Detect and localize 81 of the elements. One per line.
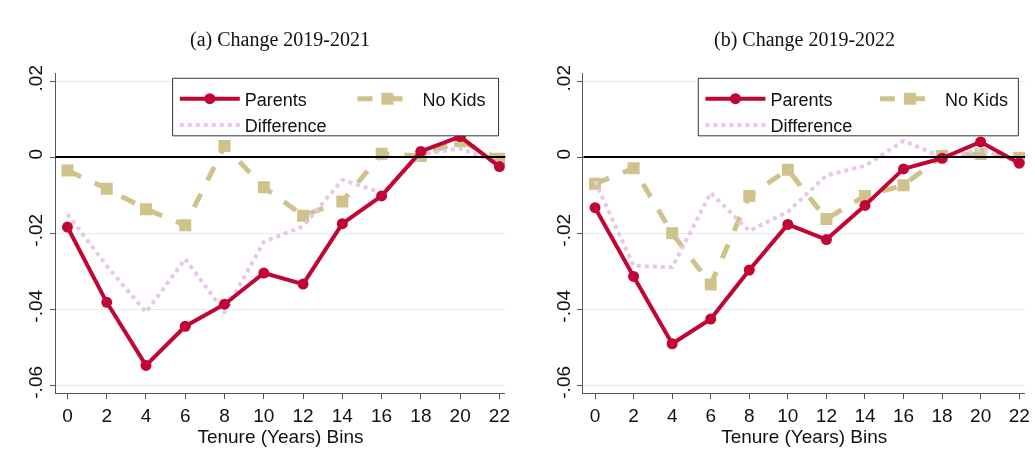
point <box>139 203 152 216</box>
point <box>666 227 679 240</box>
y-tick-label: -.06 <box>25 365 47 399</box>
y-tick-label: .02 <box>552 65 574 92</box>
legend-label: Parents <box>770 89 833 110</box>
x-tick-label: 12 <box>815 404 837 426</box>
y-tick-label: -.02 <box>552 213 574 247</box>
point <box>297 278 309 290</box>
point <box>627 162 640 175</box>
y-tick-label: .02 <box>25 65 47 92</box>
point <box>898 163 910 175</box>
y-tick-label: -.04 <box>552 289 574 323</box>
y-tick-label: -.04 <box>25 289 47 323</box>
x-axis-title: Tenure (Years) Bins <box>721 425 888 447</box>
x-tick-label: 20 <box>970 404 992 426</box>
point <box>297 209 310 222</box>
x-axis-title: Tenure (Years) Bins <box>197 425 364 447</box>
point <box>415 145 427 157</box>
y-tick-label: -.02 <box>25 213 47 247</box>
point <box>897 179 910 192</box>
point <box>218 140 231 153</box>
point <box>975 136 987 148</box>
legend-label: Difference <box>770 116 853 137</box>
point <box>100 182 113 195</box>
point <box>1013 157 1025 169</box>
chart-title: (b) Change 2019-2022 <box>714 28 896 51</box>
point <box>257 181 270 194</box>
point <box>179 219 192 232</box>
legend-label: Difference <box>244 116 327 137</box>
point <box>101 296 113 308</box>
x-tick-label: 8 <box>219 404 230 426</box>
point <box>219 298 231 310</box>
point <box>61 164 74 177</box>
point <box>705 313 717 325</box>
point <box>704 278 717 291</box>
x-tick-label: 6 <box>705 404 717 426</box>
chart-title: (a) Change 2019-2021 <box>190 28 370 51</box>
x-tick-label: 22 <box>1008 404 1030 426</box>
point <box>820 234 832 246</box>
y-tick-label: 0 <box>25 148 47 160</box>
x-tick-label: 4 <box>666 404 678 426</box>
y-tick-label: -.06 <box>552 365 574 399</box>
x-tick-label: 4 <box>140 404 152 426</box>
x-tick-label: 0 <box>62 404 73 426</box>
legend-label: No Kids <box>944 89 1008 110</box>
x-tick-label: 10 <box>777 404 799 426</box>
x-tick-label: 22 <box>488 404 510 426</box>
point <box>628 270 640 282</box>
x-tick-label: 18 <box>931 404 953 426</box>
point <box>140 359 152 371</box>
point <box>781 163 794 176</box>
point <box>743 264 755 276</box>
point <box>336 195 349 208</box>
point <box>743 189 756 202</box>
point <box>859 199 871 211</box>
point <box>61 221 73 233</box>
x-tick-label: 16 <box>371 404 393 426</box>
x-tick-label: 0 <box>589 404 601 426</box>
point <box>258 267 270 279</box>
point <box>493 161 505 173</box>
point <box>376 190 388 202</box>
legend-label: Parents <box>244 89 307 110</box>
point <box>666 338 678 350</box>
x-tick-label: 2 <box>101 404 113 426</box>
x-tick-label: 6 <box>179 404 191 426</box>
x-tick-label: 10 <box>253 404 275 426</box>
point <box>336 218 348 230</box>
point <box>179 320 191 332</box>
x-tick-label: 14 <box>331 404 354 426</box>
x-tick-label: 2 <box>628 404 639 426</box>
x-tick-label: 16 <box>892 404 915 426</box>
point <box>782 218 794 230</box>
y-tick-label: 0 <box>552 148 574 160</box>
x-tick-label: 18 <box>410 404 432 426</box>
x-tick-label: 12 <box>292 404 314 426</box>
x-tick-label: 14 <box>854 404 876 426</box>
x-tick-label: 20 <box>449 404 471 426</box>
point <box>820 213 833 226</box>
legend-label: No Kids <box>422 89 486 110</box>
point <box>589 202 601 214</box>
x-tick-label: 8 <box>744 404 755 426</box>
